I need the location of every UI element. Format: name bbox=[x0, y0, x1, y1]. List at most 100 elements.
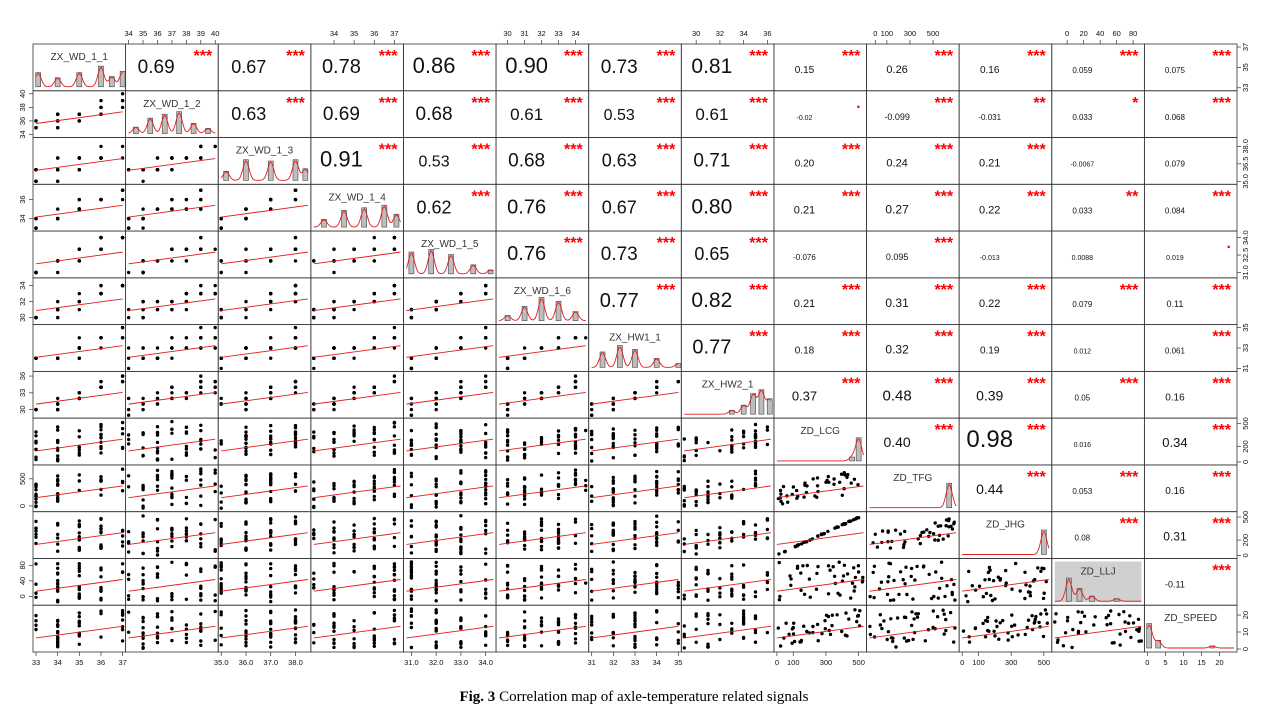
scatter-point bbox=[141, 226, 145, 230]
scatter-point bbox=[213, 379, 217, 384]
scatter-point bbox=[244, 637, 248, 641]
scatter-point bbox=[434, 422, 438, 426]
scatter-point bbox=[244, 618, 248, 623]
scatter-point bbox=[931, 532, 936, 536]
scatter-point bbox=[434, 432, 438, 436]
scatter-point bbox=[77, 336, 82, 340]
scatter-point bbox=[556, 451, 561, 456]
scatter-point bbox=[434, 493, 438, 497]
significance-stars-label: *** bbox=[471, 48, 490, 65]
loess-smooth-line bbox=[128, 532, 216, 545]
scatter-point bbox=[556, 568, 561, 572]
scatter-point bbox=[199, 336, 203, 340]
scatter-point bbox=[1071, 627, 1075, 632]
scatter-point bbox=[199, 188, 203, 192]
scatter-point bbox=[126, 270, 131, 275]
scatter-point bbox=[936, 596, 940, 600]
scatter-point bbox=[372, 641, 376, 645]
bottom-axis-tick-label: 35 bbox=[75, 658, 83, 667]
significance-stars-label: *** bbox=[934, 235, 953, 252]
panel-frame bbox=[217, 464, 312, 513]
correlation-value-label: 0.82 bbox=[691, 289, 732, 312]
scatter-point bbox=[34, 407, 38, 412]
scatter-point bbox=[126, 437, 131, 442]
scatter-point bbox=[293, 336, 298, 340]
scatter-point bbox=[929, 596, 934, 601]
scatter-point bbox=[539, 587, 544, 591]
scatter-point bbox=[505, 413, 510, 417]
scatter-point bbox=[213, 346, 217, 350]
scatter-point bbox=[126, 413, 131, 417]
scatter-point bbox=[522, 543, 527, 548]
correlation-value-label: -0.099 bbox=[884, 112, 910, 122]
scatter-point bbox=[676, 520, 680, 524]
scatter-point bbox=[141, 566, 145, 570]
scatter-point bbox=[1135, 628, 1139, 632]
scatter-point bbox=[141, 595, 145, 599]
correlation-value-label: 0.76 bbox=[507, 196, 546, 218]
scatter-point bbox=[332, 637, 336, 642]
scatter-point bbox=[77, 623, 82, 628]
scatter-point bbox=[853, 608, 857, 612]
scatter-point bbox=[434, 477, 438, 481]
scatter-point bbox=[352, 307, 356, 312]
scatter-point bbox=[372, 450, 376, 454]
scatter-point bbox=[633, 428, 637, 432]
correlation-value-label: -0.11 bbox=[1165, 579, 1185, 589]
scatter-point bbox=[34, 126, 38, 130]
left-axis-tick-label: 34 bbox=[18, 281, 27, 289]
scatter-point bbox=[34, 529, 38, 533]
scatter-point bbox=[56, 448, 60, 453]
scatter-point bbox=[219, 484, 223, 488]
right-axis-tick-label: 500 bbox=[1241, 417, 1250, 430]
scatter-point bbox=[611, 402, 615, 406]
scatter-point bbox=[269, 531, 273, 535]
loess-smooth-line bbox=[313, 345, 401, 358]
scatter-point bbox=[556, 588, 561, 592]
scatter-point bbox=[778, 488, 783, 493]
scatter-point bbox=[730, 539, 734, 543]
histogram-bar bbox=[361, 207, 368, 228]
scatter-point bbox=[77, 356, 82, 360]
scatter-point bbox=[590, 522, 594, 527]
scatter-point bbox=[730, 438, 734, 442]
scatter-point bbox=[293, 515, 298, 519]
scatter-point bbox=[753, 590, 758, 594]
scatter-point bbox=[868, 594, 872, 599]
scatter-point bbox=[213, 489, 217, 494]
scatter-point bbox=[944, 617, 948, 622]
scatter-point bbox=[505, 643, 510, 648]
scatter-point bbox=[77, 569, 82, 573]
scatter-point bbox=[850, 581, 855, 585]
scatter-point bbox=[352, 570, 356, 574]
loess-smooth-line bbox=[406, 438, 494, 452]
panel-frame bbox=[310, 464, 404, 513]
scatter-point bbox=[459, 444, 463, 448]
scatter-point bbox=[730, 479, 734, 483]
scatter-point bbox=[332, 520, 336, 524]
scatter-point bbox=[244, 216, 248, 221]
scatter-point bbox=[923, 639, 927, 643]
scatter-point bbox=[332, 487, 336, 491]
panel-frame bbox=[403, 277, 497, 326]
correlation-value-label: 0.31 bbox=[1163, 530, 1187, 544]
scatter-point bbox=[34, 504, 38, 509]
scatter-point bbox=[505, 521, 510, 525]
scatter-point bbox=[244, 574, 248, 578]
scatter-point bbox=[825, 478, 829, 483]
scatter-point bbox=[269, 437, 273, 441]
scatter-point bbox=[332, 641, 336, 646]
scatter-point bbox=[1010, 587, 1014, 591]
scatter-point bbox=[434, 588, 438, 592]
scatter-point bbox=[986, 615, 990, 620]
significance-stars-label: *** bbox=[657, 95, 676, 112]
scatter-point bbox=[332, 448, 336, 452]
scatter-point bbox=[590, 459, 594, 463]
scatter-point bbox=[901, 578, 905, 582]
scatter-point bbox=[77, 594, 82, 598]
scatter-point bbox=[434, 443, 438, 447]
scatter-point bbox=[244, 307, 248, 312]
scatter-point bbox=[694, 436, 698, 440]
panel-frame bbox=[403, 604, 497, 653]
scatter-point bbox=[199, 207, 203, 211]
